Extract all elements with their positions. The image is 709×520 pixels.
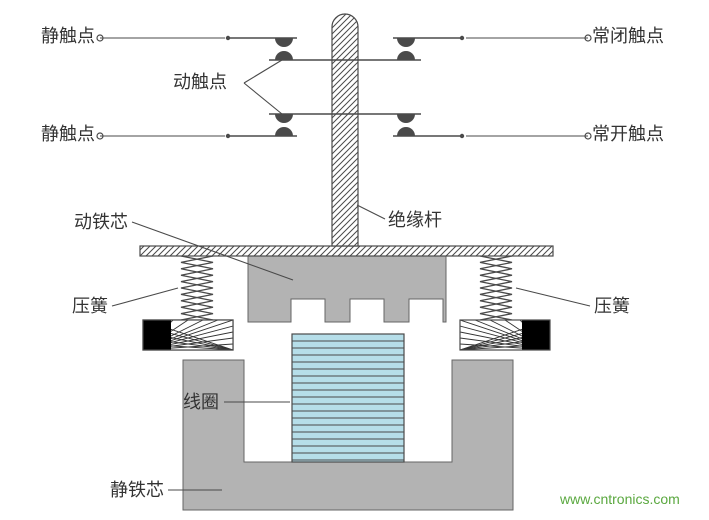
label-static_contact_left_lower: 静触点	[41, 124, 95, 144]
label-moving_core: 动铁芯	[74, 212, 128, 232]
leader-spring_right	[516, 288, 590, 306]
label-static_contact_left_upper: 静触点	[41, 26, 95, 46]
leader-insulation_rod	[357, 205, 385, 219]
label-insulation_rod: 绝缘杆	[388, 210, 442, 230]
label-static_core: 静铁芯	[110, 480, 164, 500]
label-spring_left: 压簧	[72, 296, 108, 316]
leader-spring_left	[112, 288, 178, 306]
label-no_contact: 常开触点	[592, 124, 664, 144]
contactor-diagram: 静触点静触点常闭触点常开触点动触点绝缘杆动铁芯压簧压簧线圈静铁芯www.cntr…	[0, 0, 709, 520]
label-nc_contact: 常闭触点	[592, 26, 664, 46]
label-coil: 线圈	[183, 392, 219, 412]
label-moving_contact: 动触点	[173, 72, 227, 92]
coil	[292, 334, 404, 462]
label-spring_right: 压簧	[594, 296, 630, 316]
watermark: www.cntronics.com	[559, 491, 680, 507]
insulation-rod	[332, 14, 358, 246]
leader-moving_contact_1	[244, 60, 282, 83]
diagram-container: 静触点静触点常闭触点常开触点动触点绝缘杆动铁芯压簧压簧线圈静铁芯www.cntr…	[0, 0, 709, 520]
moving-core	[248, 256, 446, 322]
leader-moving_contact_2	[244, 83, 282, 114]
